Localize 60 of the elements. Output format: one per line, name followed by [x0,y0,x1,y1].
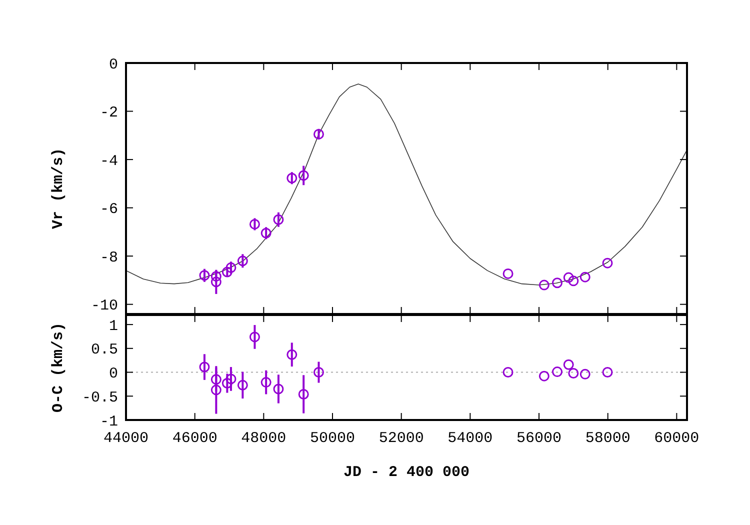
x-tick-label: 48000 [241,430,286,447]
point [210,384,222,396]
x-tick-label: 44000 [103,430,149,447]
point [602,258,613,268]
point [552,278,562,288]
point [226,374,236,384]
point [538,370,550,382]
point [502,268,514,279]
point [210,374,222,385]
x-tick-label: 46000 [172,430,218,447]
point [222,266,232,278]
y-tick-label: -6 [100,201,118,218]
point [568,276,579,286]
y-tick-label: -1 [100,413,118,430]
y-tick-label: 1 [108,318,118,335]
point [249,218,260,230]
point [273,214,284,225]
point [298,170,309,181]
point [502,367,514,378]
point [538,280,550,290]
y-axis-title: O-C (km/s) [50,322,67,413]
point [568,368,579,378]
point [313,128,324,140]
point [226,262,236,273]
point [563,359,574,370]
y-axis-title: Vr (km/s) [50,148,67,230]
point [199,362,210,372]
point [222,378,232,388]
y-tick-label: -0.5 [82,389,118,406]
point [260,228,272,238]
x-tick-label: 56000 [516,430,562,447]
point [286,349,298,360]
point [580,272,590,282]
point [298,388,309,400]
point [249,332,260,342]
point [580,368,590,380]
x-tick-label: 52000 [378,430,424,447]
x-tick-label: 60000 [654,430,700,447]
point [552,366,562,378]
x-tick-label: 50000 [310,430,356,447]
point [273,384,284,394]
y-tick-label: -2 [100,104,118,122]
point [210,276,222,288]
point [563,272,574,283]
x-axis-title: JD - 2 400 000 [343,464,470,481]
y-tick-label: 0 [108,366,118,383]
y-tick-label: 0.5 [90,342,118,359]
point [260,377,272,388]
point [237,256,248,266]
y-tick-label: -8 [100,249,118,266]
x-tick-label: 58000 [585,430,630,447]
x-tick-label: 54000 [448,430,493,447]
point [199,270,210,281]
y-tick-label: -4 [100,152,118,170]
point [237,380,248,390]
point [313,367,324,378]
point [602,367,613,378]
y-tick-label: 0 [108,56,118,74]
point [286,172,298,184]
y-tick-label: -10 [90,298,118,315]
